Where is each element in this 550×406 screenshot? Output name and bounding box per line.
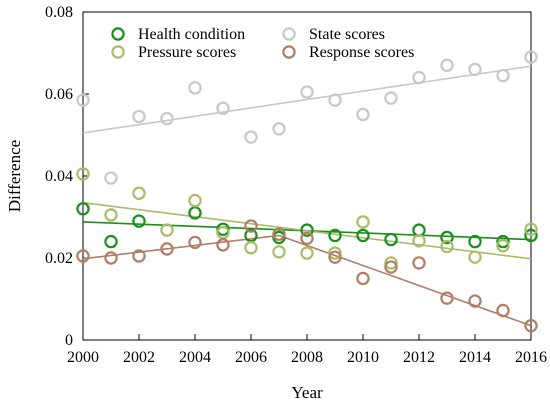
x-axis: 2000 2002 2004 2006 2008 2010 2012 2014 2016 <box>67 334 547 366</box>
data-point <box>132 249 146 263</box>
data-point <box>160 223 174 237</box>
x-tick-label: 2002 <box>123 349 155 366</box>
y-tick-label: 0 <box>65 332 73 349</box>
data-point <box>216 101 230 116</box>
legend-label: Response scores <box>309 44 414 61</box>
data-point <box>244 219 258 233</box>
data-point <box>468 250 482 264</box>
data-point <box>160 111 174 126</box>
data-point <box>524 50 538 64</box>
data-point <box>356 228 370 243</box>
data-point <box>440 239 454 254</box>
data-point <box>468 234 482 249</box>
legend-label: Health condition <box>138 26 245 43</box>
data-point <box>496 234 510 249</box>
data-point <box>132 186 146 200</box>
data-point <box>440 58 454 73</box>
data-point <box>188 81 202 95</box>
y-axis-title: Difference <box>5 140 24 212</box>
x-tick-label: 2006 <box>235 349 267 366</box>
data-point <box>468 62 482 77</box>
data-point <box>524 228 538 243</box>
data-point <box>76 249 90 263</box>
x-tick-label: 2012 <box>403 349 435 366</box>
data-point <box>104 234 118 249</box>
data-point <box>496 303 510 318</box>
data-point <box>160 242 174 256</box>
data-point <box>272 245 286 259</box>
data-point <box>244 241 258 255</box>
legend-marker <box>111 27 125 41</box>
x-tick-label: 2008 <box>291 349 323 366</box>
data-point <box>524 222 538 236</box>
data-point <box>300 231 314 246</box>
y-tick-label: 0.04 <box>45 168 73 185</box>
x-axis-title: Year <box>291 383 323 402</box>
y-axis: 0 0.02 0.04 0.06 0.08 <box>45 4 89 349</box>
data-point <box>328 246 342 260</box>
data-point <box>356 107 370 122</box>
data-point <box>104 171 118 185</box>
data-point <box>328 228 342 243</box>
y-tick-label: 0.06 <box>45 86 73 103</box>
x-tick-label: 2016 <box>515 349 547 366</box>
data-point <box>216 225 230 240</box>
y-tick-label: 0.02 <box>45 250 73 267</box>
legend-marker <box>111 45 125 59</box>
x-tick-label: 2004 <box>179 349 211 366</box>
data-point <box>132 109 146 124</box>
data-point <box>216 238 230 252</box>
legend-label: Pressure scores <box>138 44 236 61</box>
data-point <box>440 291 454 305</box>
data-point <box>104 251 118 265</box>
trend-line <box>278 234 532 327</box>
trend-line <box>82 201 532 260</box>
data-point <box>412 256 426 270</box>
data-points <box>76 50 538 333</box>
data-point <box>300 223 314 237</box>
data-point <box>300 85 314 99</box>
data-point <box>412 70 426 85</box>
data-point <box>356 271 370 286</box>
data-point <box>244 228 258 243</box>
data-point <box>468 294 482 308</box>
data-point <box>132 214 146 228</box>
plot-area <box>82 11 532 341</box>
data-point <box>440 230 454 245</box>
data-point <box>76 93 90 107</box>
trend-lines <box>82 65 532 327</box>
data-point <box>412 223 426 237</box>
legend-marker <box>282 45 296 59</box>
data-point <box>272 227 286 241</box>
data-point <box>356 215 370 229</box>
data-point <box>496 68 510 83</box>
data-point <box>384 256 398 270</box>
x-tick-label: 2014 <box>459 349 491 366</box>
data-point <box>384 91 398 105</box>
data-point <box>104 208 118 222</box>
legend-label: State scores <box>309 26 385 43</box>
data-point <box>76 167 90 181</box>
data-point <box>524 318 538 333</box>
data-point <box>496 238 510 253</box>
plot-border <box>82 11 532 341</box>
data-point <box>244 130 258 144</box>
data-point <box>300 246 314 260</box>
data-point <box>328 93 342 107</box>
trend-line <box>82 65 532 134</box>
data-point <box>188 235 202 250</box>
data-point <box>384 232 398 247</box>
x-tick-label: 2010 <box>347 349 379 366</box>
data-point <box>188 193 202 208</box>
data-point <box>384 260 398 274</box>
legend-marker <box>282 27 296 41</box>
data-point <box>76 202 90 216</box>
x-tick-label: 2000 <box>67 349 99 366</box>
y-tick-label: 0.08 <box>45 4 73 21</box>
data-point <box>412 234 426 248</box>
data-point <box>328 250 342 264</box>
data-point <box>272 122 286 136</box>
